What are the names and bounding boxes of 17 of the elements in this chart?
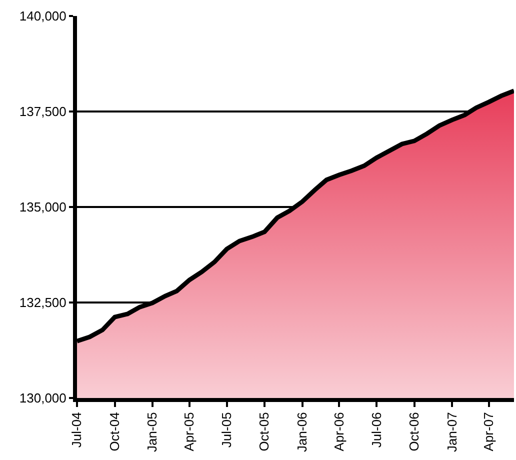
x-tick-label: Jul-05 — [218, 412, 234, 448]
x-tick-label: Jul-06 — [368, 412, 384, 448]
x-tick-label: Oct-06 — [406, 412, 422, 452]
y-tick-label: 137,500 — [19, 104, 66, 120]
y-tick-label: 135,000 — [19, 200, 66, 215]
y-tick-label: 132,500 — [19, 295, 66, 310]
x-tick-label: Jul-04 — [69, 412, 84, 448]
x-tick-label: Jan-05 — [144, 412, 160, 452]
y-tick-label: 140,000 — [19, 8, 66, 24]
x-tick-label: Jan-06 — [294, 412, 310, 452]
x-tick-label: Apr-06 — [331, 412, 346, 452]
y-tick-label: 130,000 — [19, 390, 66, 406]
x-tick-label: Apr-05 — [182, 412, 197, 452]
x-tick-label: Oct-05 — [256, 412, 272, 452]
x-tick-label: Jan-07 — [444, 412, 460, 452]
x-tick-label: Apr-07 — [481, 412, 496, 452]
x-tick-label: Oct-04 — [106, 412, 122, 452]
